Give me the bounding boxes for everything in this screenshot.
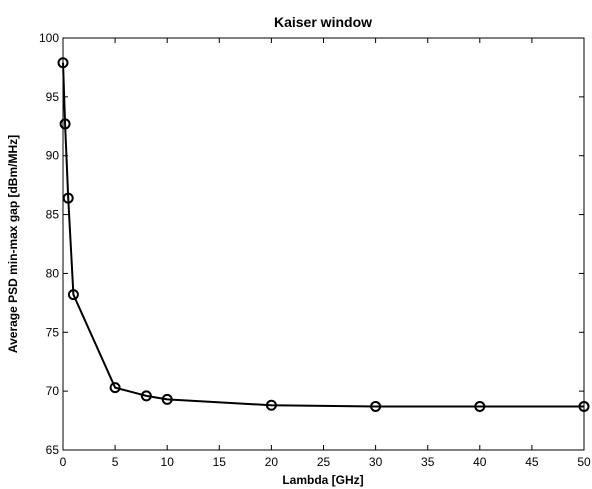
y-axis-label: Average PSD min-max gap [dBm/MHz] (6, 135, 20, 353)
data-point (59, 118, 71, 130)
x-tick-label: 40 (473, 455, 487, 469)
data-point (161, 393, 173, 405)
y-tick-label: 65 (46, 443, 60, 457)
data-point (474, 400, 486, 412)
data-point (578, 400, 590, 412)
y-tick-label: 75 (46, 325, 60, 339)
data-point (62, 192, 74, 204)
data-point (140, 390, 152, 402)
x-tick-label: 35 (421, 455, 435, 469)
series-line (62, 62, 584, 408)
data-point (57, 57, 69, 69)
series-markers (57, 57, 590, 412)
y-tick-label: 90 (46, 149, 60, 163)
x-tick-label: 5 (112, 455, 119, 469)
x-tick-label: 0 (60, 455, 67, 469)
y-ticks: 65 70 75 80 85 90 95 100 (39, 31, 584, 457)
data-point (67, 289, 79, 301)
y-tick-label: 100 (39, 31, 59, 45)
x-tick-label: 30 (369, 455, 383, 469)
y-tick-label: 95 (46, 90, 60, 104)
x-tick-label: 45 (525, 455, 539, 469)
x-tick-label: 10 (161, 455, 175, 469)
chart-title: Kaiser window (274, 14, 372, 30)
y-tick-label: 70 (46, 384, 60, 398)
plot-area (62, 37, 585, 451)
x-tick-label: 50 (577, 455, 591, 469)
x-tick-label: 15 (213, 455, 227, 469)
x-axis-label: Lambda [GHz] (282, 473, 363, 487)
data-point (370, 400, 382, 412)
data-point (109, 382, 121, 394)
x-ticks: 0 5 10 15 20 25 30 35 40 45 50 (60, 38, 591, 469)
y-tick-label: 85 (46, 208, 60, 222)
data-point (265, 399, 277, 411)
x-tick-label: 25 (317, 455, 331, 469)
x-tick-label: 20 (265, 455, 279, 469)
y-tick-label: 80 (46, 266, 60, 280)
